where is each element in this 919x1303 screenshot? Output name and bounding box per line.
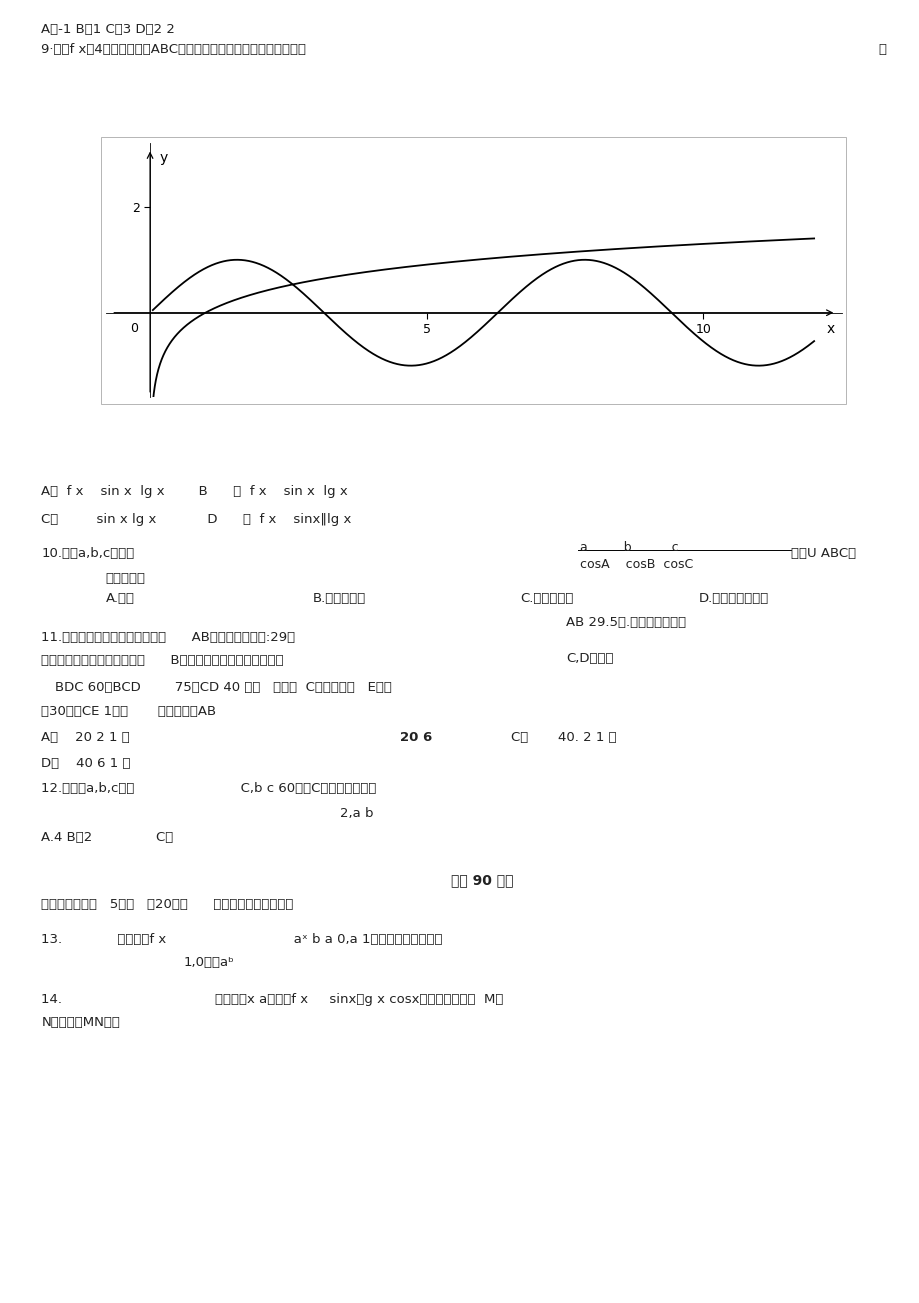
Text: 12.设向量a,b,c满足                         C,b c 60，则C的最大值等于（: 12.设向量a,b,c满足 C,b c 60，则C的最大值等于（ xyxy=(41,782,377,795)
Text: C．       40. 2 1 米: C． 40. 2 1 米 xyxy=(510,731,616,744)
Text: BDC 60，BCD        75，CD 40 米，   并在点  C处的正上方   E处观: BDC 60，BCD 75，CD 40 米， 并在点 C处的正上方 E处观 xyxy=(55,681,391,694)
Text: ）: ） xyxy=(878,43,886,56)
Text: 11.某新建的信号发射塔的高度为      AB，且设计要求为:29米: 11.某新建的信号发射塔的高度为 AB，且设计要求为:29米 xyxy=(41,631,295,644)
Text: 符合要求，先取与发射塔底部      B在同一水平面内的两个观测点: 符合要求，先取与发射塔底部 B在同一水平面内的两个观测点 xyxy=(41,654,284,667)
Text: 20 6: 20 6 xyxy=(400,731,432,744)
Text: C．         sin x lg x            D      ．  f x    sinx‖lg x: C． sin x lg x D ． f x sinx‖lg x xyxy=(41,513,351,526)
Text: AB 29.5米.为测量塔高是否: AB 29.5米.为测量塔高是否 xyxy=(565,616,686,629)
Text: a         b          c: a b c xyxy=(579,541,677,554)
Text: 为30，且CE 1米，       则发射塔高AB: 为30，且CE 1米， 则发射塔高AB xyxy=(41,705,216,718)
Text: cosA    cosB  cosC: cosA cosB cosC xyxy=(579,558,692,571)
Text: x: x xyxy=(825,322,834,336)
Text: A.4 B．2               C．: A.4 B．2 C． xyxy=(41,831,174,844)
Text: 1,0，则aᵇ: 1,0，则aᵇ xyxy=(184,956,234,969)
Text: A．-1 B．1 C．3 D．2 2: A．-1 B．1 C．3 D．2 2 xyxy=(41,23,176,36)
Text: 10.已知a,b,c分别是: 10.已知a,b,c分别是 xyxy=(41,547,134,560)
Text: 0: 0 xyxy=(130,322,139,335)
Text: A．    20 2 1 米: A． 20 2 1 米 xyxy=(41,731,130,744)
Text: N两点，则MN的最: N两点，则MN的最 xyxy=(41,1016,120,1029)
Text: 14.                                    若动直线x a与函数f x     sinx和g x cosx的图象分别交于  M: 14. 若动直线x a与函数f x sinx和g x cosx的图象分别交于 M xyxy=(41,993,504,1006)
Text: D.等腰直角三角形: D.等腰直角三角形 xyxy=(698,592,768,605)
Text: A．  f x    sin x  lg x        B      ．  f x    sin x  lg x: A． f x sin x lg x B ． f x sin x lg x xyxy=(41,485,347,498)
Bar xyxy=(101,137,845,404)
Text: 9·函数f x有4个零点，其图ABC的图个和前便划的动函数解析式是（: 9·函数f x有4个零点，其图ABC的图个和前便划的动函数解析式是（ xyxy=(41,43,306,56)
Text: 13.             已知函数f x                              aˣ b a 0,a 1的定义域和值域都是: 13. 已知函数f x aˣ b a 0,a 1的定义域和值域都是 xyxy=(41,933,442,946)
Text: 、填空题（每题   5分，   满20分，      将答案填在答题纸上）: 、填空题（每题 5分， 满20分， 将答案填在答题纸上） xyxy=(41,898,293,911)
Text: D．    40 6 1 米: D． 40 6 1 米 xyxy=(41,757,130,770)
Text: C.等边三角形: C.等边三角形 xyxy=(519,592,573,605)
Text: 2,a b: 2,a b xyxy=(340,807,373,820)
Text: y: y xyxy=(160,151,168,165)
Text: （共 90 分）: （共 90 分） xyxy=(450,873,513,887)
Text: B.直角三角形: B.直角三角形 xyxy=(312,592,366,605)
Text: C,D，测得: C,D，测得 xyxy=(565,652,613,665)
Text: ，贝U ABC的: ，贝U ABC的 xyxy=(790,547,856,560)
Text: 形状是（）: 形状是（） xyxy=(106,572,145,585)
Text: A.等腰: A.等腰 xyxy=(106,592,135,605)
